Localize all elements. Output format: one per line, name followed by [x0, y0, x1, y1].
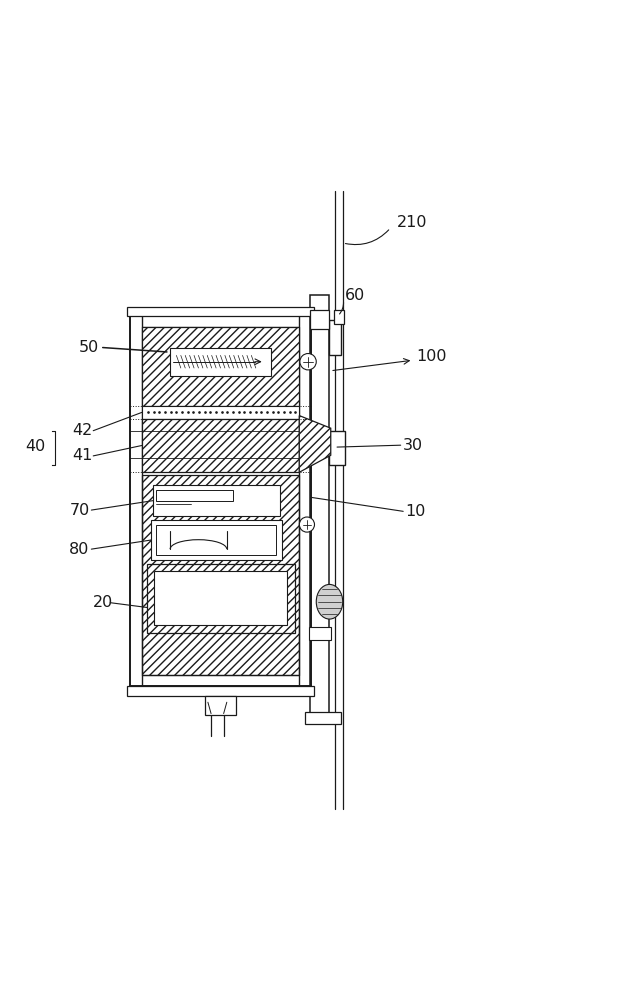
Bar: [127, 307, 314, 316]
Text: 70: 70: [69, 503, 89, 518]
Bar: [205, 696, 236, 715]
Polygon shape: [299, 416, 331, 472]
Bar: [153, 485, 280, 516]
Bar: [147, 564, 295, 633]
Text: 80: 80: [69, 542, 89, 557]
Text: 60: 60: [345, 288, 365, 303]
Text: 30: 30: [403, 438, 423, 453]
Circle shape: [299, 517, 314, 532]
Bar: [170, 348, 271, 376]
Text: 210: 210: [397, 215, 427, 230]
Circle shape: [300, 354, 316, 370]
Bar: [154, 571, 287, 625]
Bar: [334, 310, 344, 324]
Bar: [127, 686, 314, 696]
Text: 40: 40: [25, 439, 45, 454]
Bar: [156, 525, 276, 555]
Bar: [151, 520, 282, 560]
Text: 41: 41: [72, 448, 93, 463]
Bar: [309, 627, 331, 640]
Ellipse shape: [316, 584, 343, 619]
Bar: [310, 295, 329, 724]
Text: 42: 42: [72, 423, 93, 438]
Bar: [142, 406, 299, 419]
Bar: [310, 310, 329, 329]
Bar: [305, 712, 341, 724]
Text: 10: 10: [406, 504, 426, 519]
Bar: [156, 490, 232, 501]
Bar: [329, 431, 345, 465]
Text: 50: 50: [79, 340, 99, 355]
Text: 100: 100: [416, 349, 446, 364]
Bar: [142, 327, 299, 406]
Bar: [329, 320, 341, 355]
Text: 20: 20: [93, 595, 113, 610]
Bar: [142, 419, 299, 472]
Bar: [142, 475, 299, 675]
